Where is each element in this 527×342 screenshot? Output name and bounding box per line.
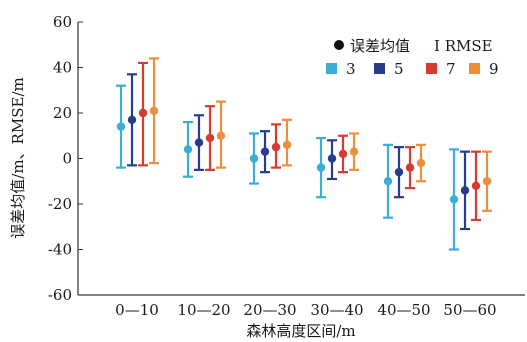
mean-marker [394,167,404,177]
mean-marker [327,154,337,163]
mean-marker [216,131,226,140]
error-bar-series-5 [127,73,137,167]
chart-marks [116,57,492,251]
mean-marker [271,142,281,152]
error-bar-series-3 [449,148,459,251]
error-bar-series-7 [338,134,348,174]
mean-marker [194,138,204,147]
error-bar-series-7 [138,61,148,167]
mean-marker [116,122,126,131]
error-bar-series-9 [282,118,292,167]
y-tick-label: -20 [48,195,72,213]
y-tick-label: 0 [62,150,72,168]
legend-swatch-9 [469,63,480,74]
mean-marker [138,108,148,118]
y-tick-label: -60 [48,286,72,304]
error-bar-series-5 [460,150,470,231]
mean-marker [183,145,193,154]
error-bar-series-5 [260,130,270,174]
legend-label-9: 9 [489,60,499,78]
error-bar-series-3 [183,120,193,178]
legend-label-3: 3 [346,60,356,78]
mean-marker [460,186,470,195]
x-tick-label: 30—40 [310,301,363,319]
error-bar-series-9 [149,57,159,165]
mean-marker [205,133,215,143]
legend-swatch-3 [326,63,337,74]
error-bar-series-3 [116,84,126,169]
error-bar-series-7 [271,123,281,169]
legend-label-5: 5 [394,60,404,78]
error-bar-series-7 [471,150,481,222]
legend-rmse-label: I RMSE [434,37,493,55]
mean-marker [338,149,348,159]
error-bar-series-7 [205,105,215,171]
x-tick-label: 20—30 [243,301,296,319]
legend-mean-label: 误差均值 [350,37,410,55]
mean-marker [471,181,481,190]
mean-marker [349,147,359,156]
mean-marker [249,154,259,163]
error-bar-series-3 [383,143,393,219]
legend: 误差均值 I RMSE 3 5 7 9 [326,37,499,78]
y-tick-label: 20 [53,104,72,122]
error-bar-series-5 [327,139,337,181]
y-tick-label: 60 [53,13,72,31]
mean-marker [127,115,137,125]
mean-marker [416,158,426,168]
mean-marker [282,140,292,150]
error-bar-series-3 [316,136,326,199]
mean-marker [260,147,270,156]
x-tick-label: 50—60 [443,301,496,319]
mean-marker [449,195,459,204]
error-bar-series-7 [405,146,415,190]
legend-swatch-7 [426,63,437,74]
error-bar-series-5 [194,114,204,171]
axes: -60 -40 -20 0 20 40 60 0—10 10—20 20—30 30—40 40—50… [48,13,525,319]
error-bar-series-9 [416,143,426,183]
mean-marker [383,177,393,186]
y-tick-label: -40 [48,241,72,259]
x-axis-title: 森林高度区间/m [246,322,355,340]
error-bar-series-3 [249,132,259,185]
x-tick-label: 40—50 [377,301,430,319]
mean-marker [149,106,159,115]
y-tick-label: 40 [53,59,72,77]
legend-swatch-5 [374,63,385,74]
error-bar-series-9 [349,132,359,171]
mean-marker [316,163,326,172]
error-bar-series-9 [216,100,226,169]
x-tick-label: 10—20 [177,301,230,319]
mean-marker [405,163,415,172]
mean-marker [482,177,492,186]
error-bar-series-5 [394,146,404,199]
y-axis-title: 误差均值/m、RMSE/m [9,77,27,238]
x-tick-label: 0—10 [115,301,159,319]
legend-label-7: 7 [446,60,456,78]
error-bar-series-9 [482,150,492,212]
legend-mean-marker [334,40,344,50]
